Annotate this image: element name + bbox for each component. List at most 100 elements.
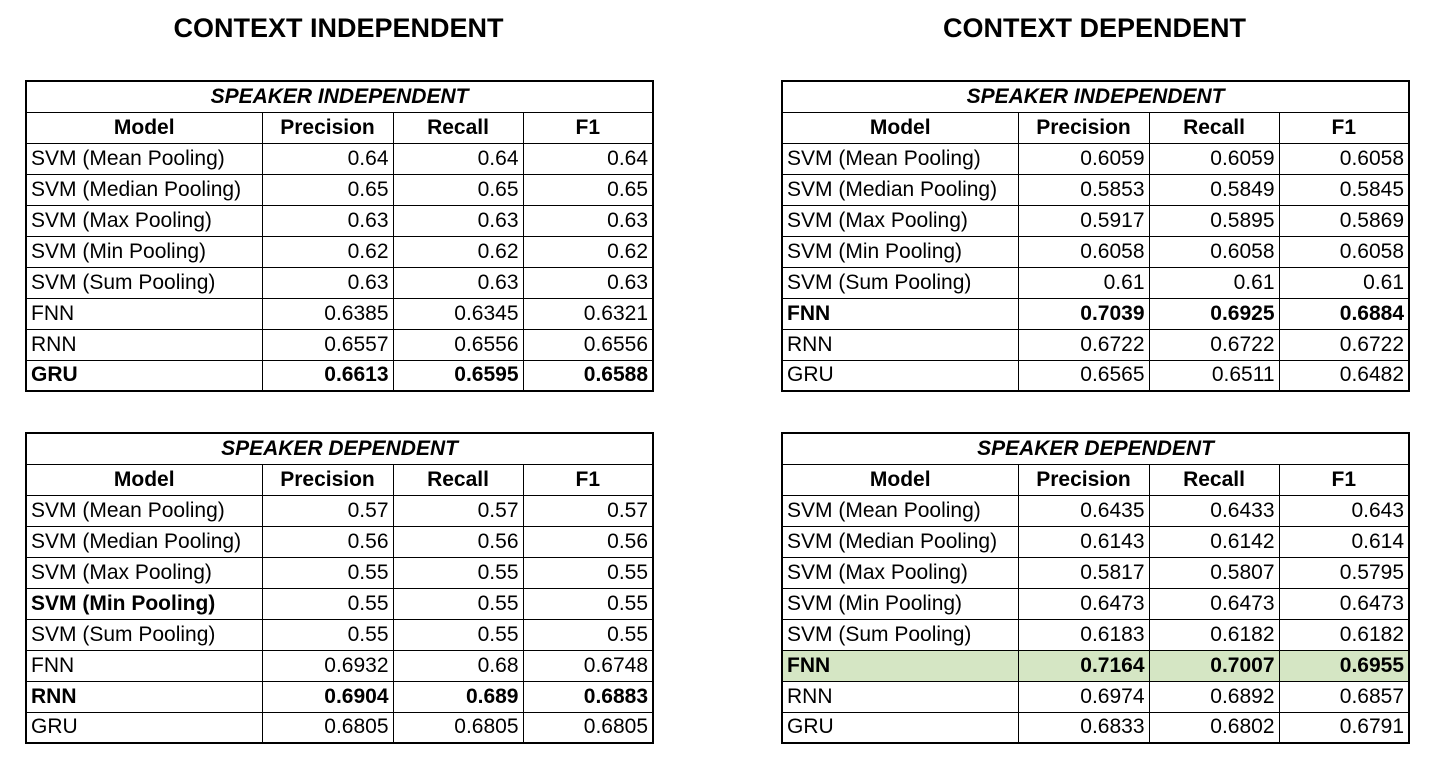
model-cell: FNN [25, 297, 263, 330]
column-header-model: Model [781, 111, 1019, 144]
precision-cell: 0.6557 [261, 328, 394, 361]
recall-cell: 0.63 [392, 266, 524, 299]
f1-cell: 0.57 [522, 494, 654, 527]
table-row: SVM (Sum Pooling) 0.61 0.61 0.61 [781, 266, 1410, 299]
context-dependent-heading: CONTEXT DEPENDENT [942, 13, 1247, 43]
f1-cell: 0.6805 [522, 711, 654, 744]
table-row: SVM (Mean Pooling) 0.57 0.57 0.57 [25, 494, 654, 527]
recall-cell: 0.689 [392, 680, 524, 713]
model-cell: RNN [781, 680, 1019, 713]
table-row: RNN 0.6904 0.689 0.6883 [25, 680, 654, 713]
column-header-recall: Recall [1148, 463, 1280, 496]
f1-cell: 0.64 [522, 142, 654, 175]
recall-cell: 0.6473 [1148, 587, 1280, 620]
model-cell: SVM (Sum Pooling) [25, 266, 263, 299]
table-row: SVM (Min Pooling) 0.6473 0.6473 0.6473 [781, 587, 1410, 620]
model-cell: SVM (Sum Pooling) [781, 618, 1019, 651]
column-header-recall: Recall [392, 463, 524, 496]
precision-cell: 0.6974 [1017, 680, 1150, 713]
f1-cell: 0.6955 [1278, 649, 1410, 682]
precision-cell: 0.63 [261, 266, 394, 299]
table-row: SVM (Mean Pooling) 0.6059 0.6059 0.6058 [781, 142, 1410, 175]
f1-cell: 0.6857 [1278, 680, 1410, 713]
table-row: FNN 0.7039 0.6925 0.6884 [781, 297, 1410, 330]
column-header-f1: F1 [522, 111, 654, 144]
precision-cell: 0.62 [261, 235, 394, 268]
f1-cell: 0.643 [1278, 494, 1410, 527]
model-cell: RNN [781, 328, 1019, 361]
table-row: SVM (Mean Pooling) 0.6435 0.6433 0.643 [781, 494, 1410, 527]
column-header-precision: Precision [261, 111, 394, 144]
table-row: GRU 0.6805 0.6805 0.6805 [25, 711, 654, 744]
f1-cell: 0.6473 [1278, 587, 1410, 620]
recall-cell: 0.5895 [1148, 204, 1280, 237]
table-row: GRU 0.6833 0.6802 0.6791 [781, 711, 1410, 744]
f1-cell: 0.6556 [522, 328, 654, 361]
f1-cell: 0.6058 [1278, 142, 1410, 175]
table-row: FNN 0.6932 0.68 0.6748 [25, 649, 654, 682]
precision-cell: 0.5917 [1017, 204, 1150, 237]
f1-cell: 0.55 [522, 587, 654, 620]
f1-cell: 0.6883 [522, 680, 654, 713]
f1-cell: 0.5795 [1278, 556, 1410, 589]
f1-cell: 0.5845 [1278, 173, 1410, 206]
context-independent-heading: CONTEXT INDEPENDENT [173, 13, 504, 43]
model-cell: SVM (Mean Pooling) [25, 142, 263, 175]
column-header-recall: Recall [392, 111, 524, 144]
table-row: SVM (Mean Pooling) 0.64 0.64 0.64 [25, 142, 654, 175]
model-cell: FNN [781, 649, 1019, 682]
model-cell: GRU [781, 359, 1019, 392]
precision-cell: 0.6904 [261, 680, 394, 713]
model-cell: FNN [781, 297, 1019, 330]
table-row: SVM (Max Pooling) 0.55 0.55 0.55 [25, 556, 654, 589]
model-cell: SVM (Sum Pooling) [25, 618, 263, 651]
recall-cell: 0.61 [1148, 266, 1280, 299]
recall-cell: 0.55 [392, 618, 524, 651]
column-header-model: Model [781, 463, 1019, 496]
table-section-title: SPEAKER INDEPENDENT [25, 80, 654, 113]
f1-cell: 0.614 [1278, 525, 1410, 558]
ci-speaker-dependent-table: SPEAKER DEPENDENT Model Precision Recall… [25, 432, 655, 744]
table-section-title: SPEAKER DEPENDENT [25, 432, 654, 465]
table-row: SVM (Max Pooling) 0.63 0.63 0.63 [25, 204, 654, 237]
f1-cell: 0.6748 [522, 649, 654, 682]
recall-cell: 0.6345 [392, 297, 524, 330]
model-cell: SVM (Min Pooling) [781, 587, 1019, 620]
table-section-title: SPEAKER INDEPENDENT [781, 80, 1410, 113]
recall-cell: 0.6433 [1148, 494, 1280, 527]
recall-cell: 0.62 [392, 235, 524, 268]
precision-cell: 0.6805 [261, 711, 394, 744]
precision-cell: 0.5853 [1017, 173, 1150, 206]
recall-cell: 0.68 [392, 649, 524, 682]
precision-cell: 0.6565 [1017, 359, 1150, 392]
f1-cell: 0.6321 [522, 297, 654, 330]
model-cell: SVM (Min Pooling) [781, 235, 1019, 268]
precision-cell: 0.6385 [261, 297, 394, 330]
table-row: SVM (Sum Pooling) 0.63 0.63 0.63 [25, 266, 654, 299]
recall-cell: 0.6722 [1148, 328, 1280, 361]
precision-cell: 0.56 [261, 525, 394, 558]
precision-cell: 0.6058 [1017, 235, 1150, 268]
table-row: SVM (Min Pooling) 0.62 0.62 0.62 [25, 235, 654, 268]
model-cell: SVM (Mean Pooling) [781, 142, 1019, 175]
model-cell: SVM (Sum Pooling) [781, 266, 1019, 299]
model-cell: SVM (Median Pooling) [781, 173, 1019, 206]
model-cell: RNN [25, 680, 263, 713]
model-cell: SVM (Max Pooling) [25, 556, 263, 589]
table-row: RNN 0.6722 0.6722 0.6722 [781, 328, 1410, 361]
model-cell: SVM (Median Pooling) [781, 525, 1019, 558]
table-row: FNN 0.7164 0.7007 0.6955 [781, 649, 1410, 682]
model-cell: FNN [25, 649, 263, 682]
model-cell: SVM (Min Pooling) [25, 587, 263, 620]
f1-cell: 0.6588 [522, 359, 654, 392]
f1-cell: 0.6722 [1278, 328, 1410, 361]
f1-cell: 0.5869 [1278, 204, 1410, 237]
model-cell: GRU [781, 711, 1019, 744]
model-cell: SVM (Median Pooling) [25, 173, 263, 206]
f1-cell: 0.63 [522, 266, 654, 299]
table-row: SVM (Min Pooling) 0.55 0.55 0.55 [25, 587, 654, 620]
table-row: RNN 0.6974 0.6892 0.6857 [781, 680, 1410, 713]
f1-cell: 0.55 [522, 556, 654, 589]
precision-cell: 0.7164 [1017, 649, 1150, 682]
cd-speaker-dependent-table: SPEAKER DEPENDENT Model Precision Recall… [781, 432, 1411, 744]
